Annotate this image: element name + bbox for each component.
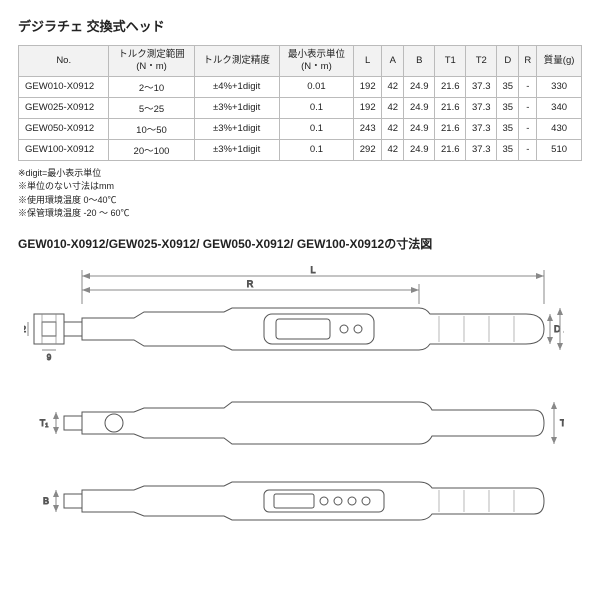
table-cell: 21.6 — [435, 97, 466, 118]
table-header-cell: 最小表示単位(N・m) — [279, 46, 353, 77]
table-cell: 292 — [354, 139, 382, 160]
table-cell: GEW025-X0912 — [19, 97, 109, 118]
table-header-cell: トルク測定精度 — [194, 46, 279, 77]
page-title: デジラチェ 交換式ヘッド — [18, 16, 582, 35]
table-cell: 243 — [354, 118, 382, 139]
table-cell: GEW100-X0912 — [19, 139, 109, 160]
table-cell: ±4%+1digit — [194, 76, 279, 97]
note-line: ※単位のない寸法はmm — [18, 180, 582, 194]
table-header-cell: R — [519, 46, 537, 77]
dim-9: 9 — [47, 353, 52, 362]
table-cell: 192 — [354, 97, 382, 118]
dim-12: 12 — [24, 325, 27, 334]
table-cell: 5～25 — [109, 97, 194, 118]
table-cell: 35 — [497, 118, 519, 139]
table-cell: 510 — [537, 139, 582, 160]
table-header-cell: 質量(g) — [537, 46, 582, 77]
drawing-bottom-view: B — [24, 472, 564, 532]
table-cell: 35 — [497, 97, 519, 118]
note-line: ※digit=最小表示単位 — [18, 167, 582, 181]
table-cell: - — [519, 118, 537, 139]
table-header-cell: A — [382, 46, 404, 77]
table-cell: - — [519, 97, 537, 118]
table-header-cell: D — [497, 46, 519, 77]
table-row: GEW100-X091220～100±3%+1digit0.12924224.9… — [19, 139, 582, 160]
table-cell: 24.9 — [404, 97, 435, 118]
table-cell: 340 — [537, 97, 582, 118]
table-cell: - — [519, 139, 537, 160]
table-cell: 24.9 — [404, 76, 435, 97]
drawing-subtitle: GEW010-X0912/GEW025-X0912/ GEW050-X0912/… — [18, 235, 582, 252]
table-cell: 35 — [497, 139, 519, 160]
table-cell: 37.3 — [466, 76, 497, 97]
table-cell: 0.01 — [279, 76, 353, 97]
table-header-cell: T1 — [435, 46, 466, 77]
table-header-cell: T2 — [466, 46, 497, 77]
table-cell: 42 — [382, 139, 404, 160]
drawing-top-view: L R 12 9 — [24, 264, 564, 374]
table-cell: 330 — [537, 76, 582, 97]
table-cell: ±3%+1digit — [194, 118, 279, 139]
table-cell: 42 — [382, 97, 404, 118]
drawing-side-view: T₁ T₂ — [24, 388, 564, 458]
table-cell: - — [519, 76, 537, 97]
table-cell: 430 — [537, 118, 582, 139]
dim-L: L — [310, 265, 315, 275]
table-cell: 37.3 — [466, 139, 497, 160]
table-cell: 0.1 — [279, 139, 353, 160]
table-row: GEW025-X09125～25±3%+1digit0.11924224.921… — [19, 97, 582, 118]
table-cell: 2～10 — [109, 76, 194, 97]
table-cell: 42 — [382, 118, 404, 139]
dim-B: B — [43, 496, 49, 506]
table-row: GEW050-X091210～50±3%+1digit0.12434224.92… — [19, 118, 582, 139]
table-cell: GEW050-X0912 — [19, 118, 109, 139]
notes-block: ※digit=最小表示単位※単位のない寸法はmm※使用環境温度 0～40℃※保管… — [18, 167, 582, 221]
table-header-cell: トルク測定範囲(N・m) — [109, 46, 194, 77]
spec-table: No.トルク測定範囲(N・m)トルク測定精度最小表示単位(N・m)LABT1T2… — [18, 45, 582, 161]
table-body: GEW010-X09122～10±4%+1digit0.011924224.92… — [19, 76, 582, 160]
table-cell: GEW010-X0912 — [19, 76, 109, 97]
table-cell: 24.9 — [404, 118, 435, 139]
table-cell: 21.6 — [435, 118, 466, 139]
table-cell: 0.1 — [279, 118, 353, 139]
table-row: GEW010-X09122～10±4%+1digit0.011924224.92… — [19, 76, 582, 97]
dim-R: R — [247, 279, 254, 289]
table-header-row: No.トルク測定範囲(N・m)トルク測定精度最小表示単位(N・m)LABT1T2… — [19, 46, 582, 77]
table-header-cell: B — [404, 46, 435, 77]
dim-T2: T₂ — [560, 418, 564, 428]
table-cell: 37.3 — [466, 97, 497, 118]
table-cell: 192 — [354, 76, 382, 97]
note-line: ※使用環境温度 0～40℃ — [18, 194, 582, 208]
table-cell: 37.3 — [466, 118, 497, 139]
table-cell: ±3%+1digit — [194, 97, 279, 118]
table-cell: 42 — [382, 76, 404, 97]
note-line: ※保管環境温度 -20 ～ 60℃ — [18, 207, 582, 221]
table-cell: 21.6 — [435, 139, 466, 160]
drawings-container: L R 12 9 — [18, 264, 582, 532]
table-header-cell: L — [354, 46, 382, 77]
table-cell: ±3%+1digit — [194, 139, 279, 160]
dim-T1: T₁ — [40, 418, 49, 428]
table-cell: 10～50 — [109, 118, 194, 139]
table-cell: 20～100 — [109, 139, 194, 160]
table-cell: 0.1 — [279, 97, 353, 118]
table-cell: 24.9 — [404, 139, 435, 160]
table-cell: 35 — [497, 76, 519, 97]
table-cell: 21.6 — [435, 76, 466, 97]
table-header-cell: No. — [19, 46, 109, 77]
